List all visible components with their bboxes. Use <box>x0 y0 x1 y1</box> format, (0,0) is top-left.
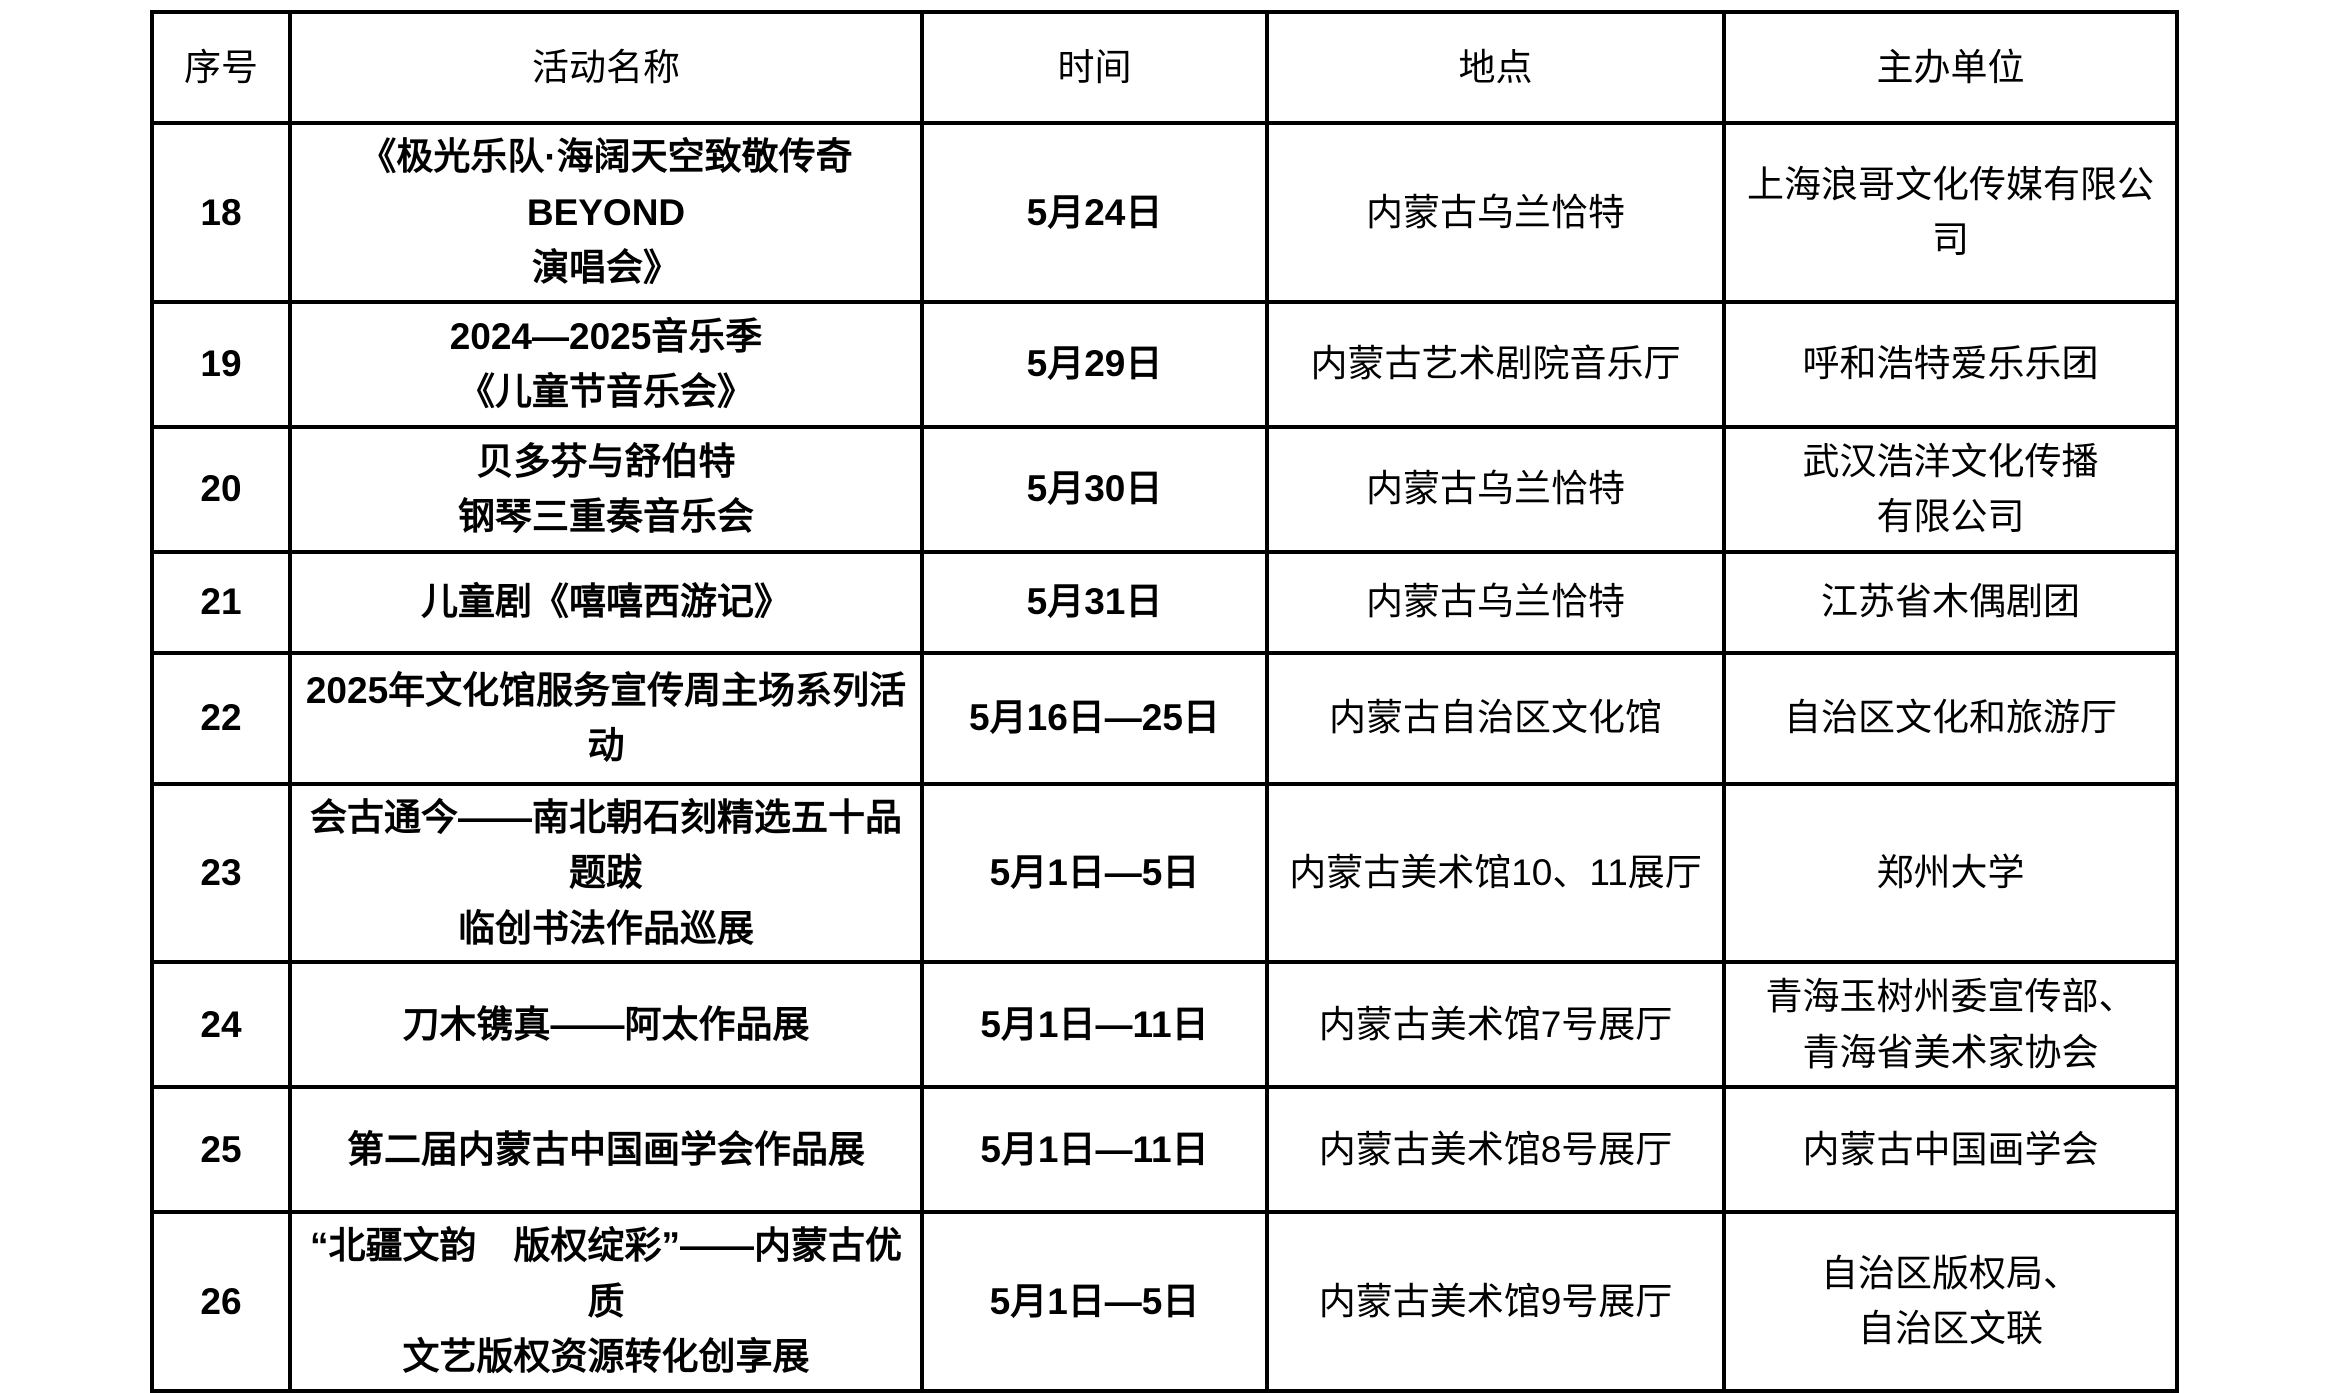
activity-name-cell: 刀木镌真——阿太作品展 <box>288 960 924 1089</box>
header-serial-number: 序号 <box>150 10 292 125</box>
table-header-row: 序号 活动名称 时间 地点 主办单位 <box>150 10 2179 125</box>
table-row: 25 第二届内蒙古中国画学会作品展 5月1日—11日 内蒙古美术馆8号展厅 内蒙… <box>150 1085 2179 1214</box>
time-cell: 5月24日 <box>920 121 1269 304</box>
table-row: 18 《极光乐队·海阔天空致敬传奇BEYOND 演唱会》 5月24日 内蒙古乌兰… <box>150 121 2179 304</box>
organizer-cell: 自治区版权局、 自治区文联 <box>1722 1210 2179 1393</box>
location-cell: 内蒙古艺术剧院音乐厅 <box>1265 299 1726 429</box>
activity-name-cell: 贝多芬与舒伯特 钢琴三重奏音乐会 <box>288 424 924 554</box>
serial-number-cell: 24 <box>150 960 292 1089</box>
header-location: 地点 <box>1265 10 1726 125</box>
serial-number-cell: 23 <box>150 781 292 964</box>
location-cell: 内蒙古自治区文化馆 <box>1265 650 1726 786</box>
serial-number-cell: 20 <box>150 424 292 554</box>
serial-number-cell: 21 <box>150 549 292 655</box>
table-row: 24 刀木镌真——阿太作品展 5月1日—11日 内蒙古美术馆7号展厅 青海玉树州… <box>150 960 2179 1089</box>
time-cell: 5月31日 <box>920 549 1269 655</box>
location-cell: 内蒙古乌兰恰特 <box>1265 121 1726 304</box>
table-row: 19 2024—2025音乐季 《儿童节音乐会》 5月29日 内蒙古艺术剧院音乐… <box>150 299 2179 429</box>
location-cell: 内蒙古美术馆7号展厅 <box>1265 960 1726 1089</box>
activity-name-cell: 第二届内蒙古中国画学会作品展 <box>288 1085 924 1214</box>
table-row: 23 会古通今——南北朝石刻精选五十品题跋 临创书法作品巡展 5月1日—5日 内… <box>150 781 2179 964</box>
time-cell: 5月16日—25日 <box>920 650 1269 786</box>
activity-name-cell: 2024—2025音乐季 《儿童节音乐会》 <box>288 299 924 429</box>
table-row: 21 儿童剧《嘻嘻西游记》 5月31日 内蒙古乌兰恰特 江苏省木偶剧团 <box>150 549 2179 655</box>
time-cell: 5月1日—11日 <box>920 960 1269 1089</box>
organizer-cell: 内蒙古中国画学会 <box>1722 1085 2179 1214</box>
activity-name-cell: 2025年文化馆服务宣传周主场系列活动 <box>288 650 924 786</box>
organizer-cell: 上海浪哥文化传媒有限公司 <box>1722 121 2179 304</box>
activity-name-cell: 会古通今——南北朝石刻精选五十品题跋 临创书法作品巡展 <box>288 781 924 964</box>
serial-number-cell: 26 <box>150 1210 292 1393</box>
events-table: 序号 活动名称 时间 地点 主办单位 18 《极光乐队·海阔天空致敬传奇BEYO… <box>150 10 2179 1393</box>
organizer-cell: 呼和浩特爱乐乐团 <box>1722 299 2179 429</box>
time-cell: 5月1日—5日 <box>920 1210 1269 1393</box>
time-cell: 5月1日—11日 <box>920 1085 1269 1214</box>
header-activity-name: 活动名称 <box>288 10 924 125</box>
document-page: 序号 活动名称 时间 地点 主办单位 18 《极光乐队·海阔天空致敬传奇BEYO… <box>150 10 2179 1393</box>
location-cell: 内蒙古美术馆10、11展厅 <box>1265 781 1726 964</box>
table-row: 22 2025年文化馆服务宣传周主场系列活动 5月16日—25日 内蒙古自治区文… <box>150 650 2179 786</box>
location-cell: 内蒙古乌兰恰特 <box>1265 549 1726 655</box>
header-organizer: 主办单位 <box>1722 10 2179 125</box>
time-cell: 5月30日 <box>920 424 1269 554</box>
header-time: 时间 <box>920 10 1269 125</box>
time-cell: 5月29日 <box>920 299 1269 429</box>
location-cell: 内蒙古美术馆9号展厅 <box>1265 1210 1726 1393</box>
activity-name-cell: 儿童剧《嘻嘻西游记》 <box>288 549 924 655</box>
table-row: 20 贝多芬与舒伯特 钢琴三重奏音乐会 5月30日 内蒙古乌兰恰特 武汉浩洋文化… <box>150 424 2179 554</box>
location-cell: 内蒙古美术馆8号展厅 <box>1265 1085 1726 1214</box>
serial-number-cell: 18 <box>150 121 292 304</box>
organizer-cell: 江苏省木偶剧团 <box>1722 549 2179 655</box>
organizer-cell: 自治区文化和旅游厅 <box>1722 650 2179 786</box>
table-row: 26 “北疆文韵 版权绽彩”——内蒙古优质 文艺版权资源转化创享展 5月1日—5… <box>150 1210 2179 1393</box>
activity-name-cell: “北疆文韵 版权绽彩”——内蒙古优质 文艺版权资源转化创享展 <box>288 1210 924 1393</box>
serial-number-cell: 22 <box>150 650 292 786</box>
organizer-cell: 武汉浩洋文化传播 有限公司 <box>1722 424 2179 554</box>
location-cell: 内蒙古乌兰恰特 <box>1265 424 1726 554</box>
organizer-cell: 青海玉树州委宣传部、 青海省美术家协会 <box>1722 960 2179 1089</box>
serial-number-cell: 19 <box>150 299 292 429</box>
activity-name-cell: 《极光乐队·海阔天空致敬传奇BEYOND 演唱会》 <box>288 121 924 304</box>
serial-number-cell: 25 <box>150 1085 292 1214</box>
time-cell: 5月1日—5日 <box>920 781 1269 964</box>
organizer-cell: 郑州大学 <box>1722 781 2179 964</box>
